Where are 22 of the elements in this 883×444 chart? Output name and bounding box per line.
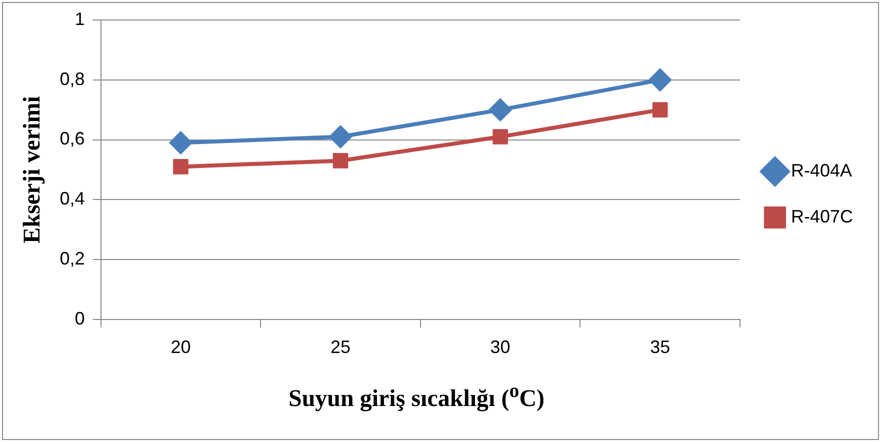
- point: [170, 132, 192, 154]
- y-tick-label: 1: [74, 8, 85, 29]
- x-tick-label: 30: [490, 337, 510, 358]
- x-tick-label: 35: [650, 337, 670, 358]
- point: [652, 102, 668, 118]
- point: [332, 153, 348, 168]
- legend-label: R-404A: [790, 160, 852, 180]
- point: [330, 126, 352, 148]
- y-tick-label: 0,8: [60, 68, 85, 89]
- point: [492, 129, 508, 144]
- x-axis-title: Suyun giriş sıcaklığı ($^{o}$C): [287, 380, 546, 413]
- point: [649, 68, 672, 91]
- point: [173, 159, 188, 174]
- y-tick-label: 0,2: [60, 248, 85, 268]
- y-tick-label: 0,4: [60, 188, 85, 209]
- y-axis-title: Ekserji verimi: [20, 96, 46, 244]
- y-tick-label: 0: [74, 308, 85, 328]
- x-tick-label: 25: [330, 337, 351, 358]
- x-tick-label: 20: [170, 337, 191, 358]
- legend-label: R-407C: [790, 206, 854, 226]
- y-tick-label: 0,6: [60, 128, 85, 149]
- point: [489, 98, 512, 121]
